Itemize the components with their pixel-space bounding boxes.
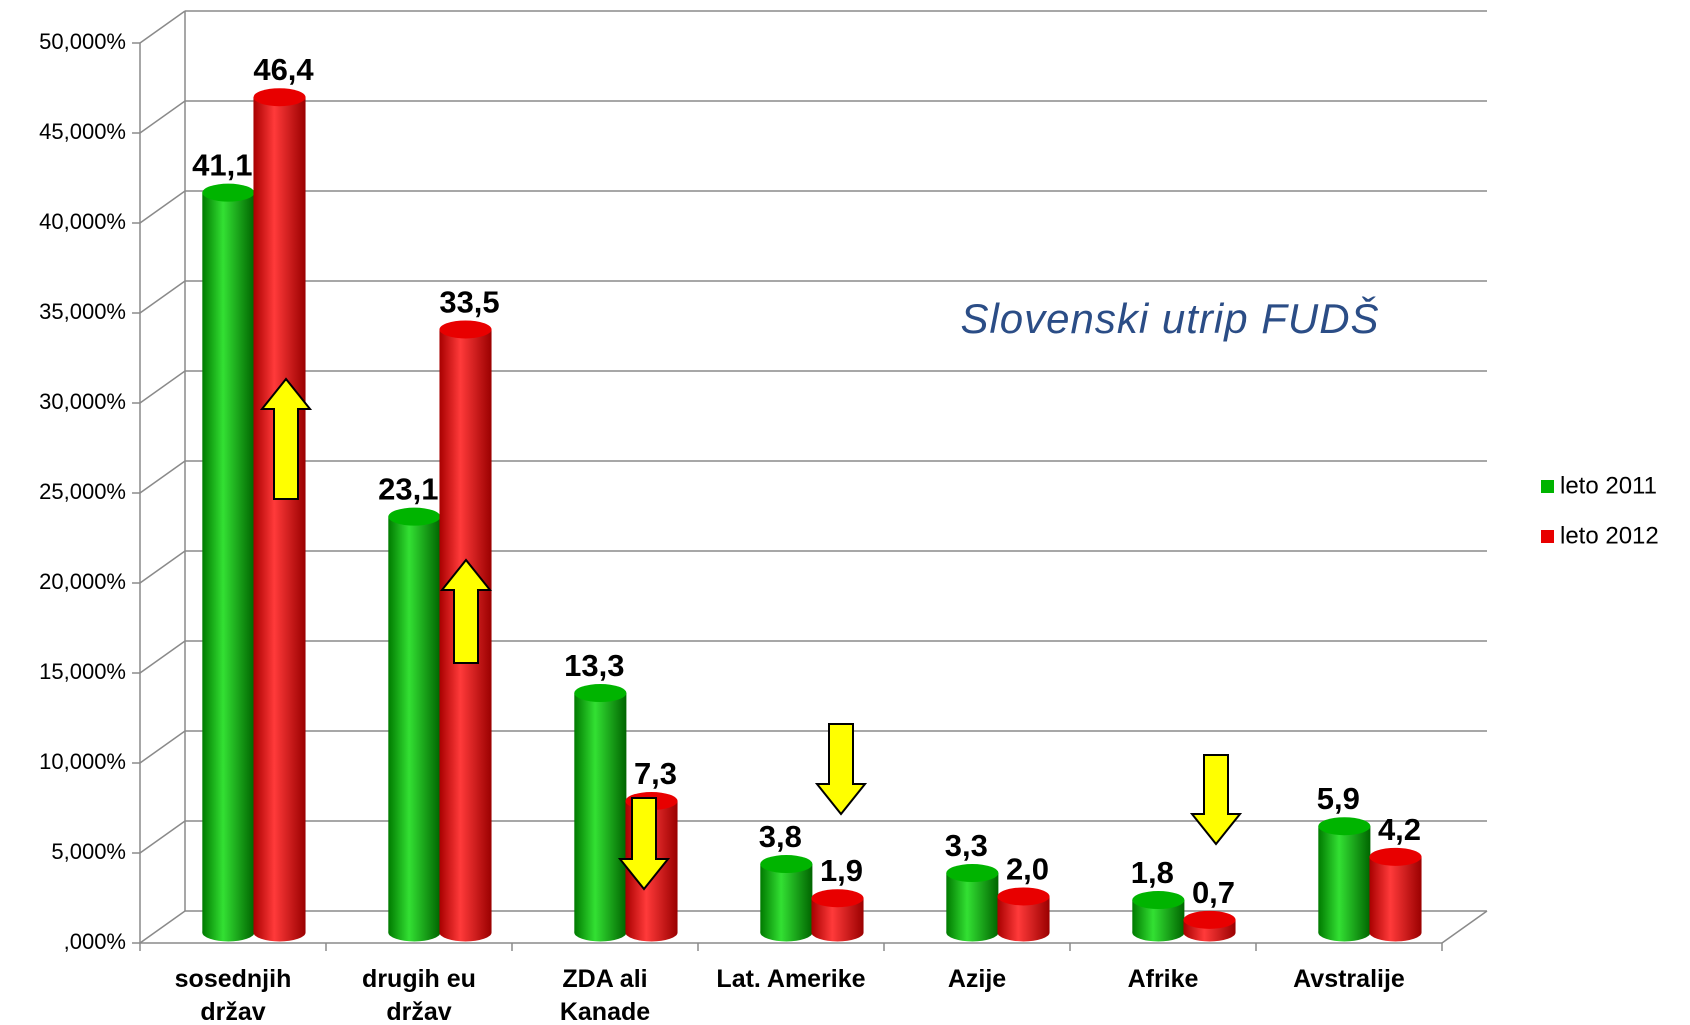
y-tick-label: 35,000% [39, 299, 126, 324]
x-tick-label: Avstralije [1293, 965, 1405, 993]
bar [574, 684, 627, 942]
x-tick-label: Lat. Amerike [716, 965, 866, 993]
x-tick-label: sosednjih držav [174, 965, 292, 1025]
bar-top [1132, 891, 1185, 910]
bar-top [439, 320, 492, 339]
grid-line-side [139, 820, 186, 854]
bar-top [253, 88, 306, 107]
value-label: 1,9 [820, 853, 863, 888]
bar [811, 889, 864, 942]
y-tick-label: 25,000% [39, 479, 126, 504]
bar-top [811, 889, 864, 908]
bar [1183, 910, 1236, 942]
bar [202, 183, 255, 942]
y-tick-label: ,000% [64, 929, 126, 954]
bar-body [574, 693, 627, 933]
bar [1369, 847, 1422, 942]
bar [760, 855, 813, 942]
bar-body [760, 864, 813, 933]
y-tick-label: 30,000% [39, 389, 126, 414]
y-tick-label: 45,000% [39, 119, 126, 144]
y-tick-label: 20,000% [39, 569, 126, 594]
bar-body [1369, 856, 1422, 933]
bar-body [202, 192, 255, 933]
arrow [259, 377, 313, 500]
grid-line-side [139, 550, 186, 584]
grid-line-side [139, 10, 186, 44]
value-label: 2,0 [1006, 851, 1049, 886]
value-label: 0,7 [1192, 875, 1235, 910]
x-tick-label: ZDA ali Kanade [559, 965, 651, 1025]
bar-top [997, 887, 1050, 906]
legend-swatch [1541, 530, 1554, 543]
grid-line-side [139, 370, 186, 404]
bar [253, 88, 306, 942]
x-tick-label: Afrike [1127, 965, 1199, 993]
legend-swatch [1541, 480, 1554, 493]
bar-top [1183, 910, 1236, 929]
value-label: 1,8 [1131, 855, 1174, 890]
bar [946, 864, 999, 942]
value-label: 13,3 [564, 648, 624, 683]
bar [388, 507, 441, 942]
arrow [617, 797, 671, 891]
bar-body [388, 516, 441, 933]
value-label: 33,5 [439, 284, 499, 319]
legend-label: leto 2011 [1560, 472, 1657, 499]
legend-label: leto 2012 [1560, 522, 1659, 549]
y-tick-label: 15,000% [39, 659, 126, 684]
value-label: 4,2 [1378, 812, 1421, 847]
value-label: 3,8 [759, 819, 802, 854]
y-tick-label: 10,000% [39, 749, 126, 774]
bar-top [1369, 847, 1422, 866]
bar [1132, 891, 1185, 942]
grid-line-side [139, 190, 186, 224]
floor-edge [1441, 910, 1488, 944]
y-tick-label: 50,000% [39, 29, 126, 54]
value-label: 46,4 [253, 52, 314, 87]
bar-body [946, 873, 999, 933]
arrows [259, 377, 1243, 891]
x-tick-label: Azije [947, 965, 1007, 993]
bars: 41,1 23,1 13,3 3,8 3,3 1,8 5,9 46,4 33,5 7,3 1,9 2,… [192, 52, 1422, 942]
grid-line-side [139, 280, 186, 314]
value-label: 5,9 [1317, 781, 1360, 816]
bar-top [1318, 817, 1371, 836]
y-tick-label: 40,000% [39, 209, 126, 234]
arrow [439, 558, 493, 664]
grid-line-side [139, 640, 186, 674]
annotation: Slovenski utrip FUDŠ [960, 295, 1379, 342]
grid-line-side [139, 730, 186, 764]
bar-top [388, 507, 441, 526]
grid-line-side [139, 100, 186, 134]
bar [1318, 817, 1371, 942]
value-label: 7,3 [634, 756, 677, 791]
y-tick-label: 5,000% [51, 839, 126, 864]
bar-top [202, 183, 255, 202]
arrow [814, 723, 868, 816]
bar [997, 887, 1050, 942]
bar-body [1318, 826, 1371, 933]
value-label: 41,1 [192, 148, 252, 183]
x-tick-label: drugih eu držav [362, 965, 476, 1025]
grid-line-side [139, 910, 186, 944]
bar-top [760, 855, 813, 874]
bar-top [946, 864, 999, 883]
bar-top [574, 684, 627, 703]
value-label: 3,3 [945, 828, 988, 863]
value-label: 23,1 [378, 472, 438, 507]
arrow [1189, 754, 1243, 846]
grid-line-side [139, 460, 186, 494]
grid: ,000% 5,000% 10,000% 15,000% 20,000% 25,000% 3… [39, 10, 1488, 954]
bar-body [253, 97, 306, 933]
